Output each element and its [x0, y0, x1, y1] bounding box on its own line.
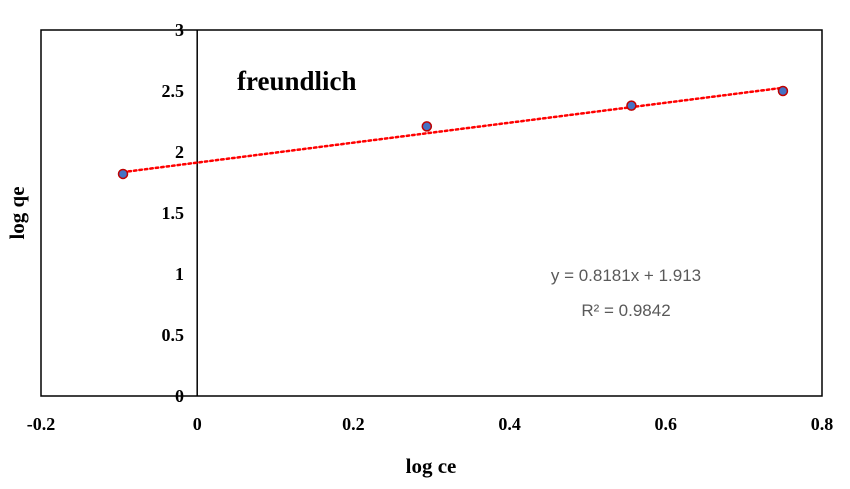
data-point — [117, 168, 129, 180]
x-tick-labels: -0.2 0 0.2 0.4 0.6 0.8 — [27, 414, 834, 434]
x-tick-label: 0 — [193, 414, 202, 434]
x-tick-label: 0.6 — [655, 414, 678, 434]
plot-area-frame — [40, 29, 823, 397]
y-tick-label: 3 — [175, 20, 184, 40]
x-tick-label: 0.2 — [342, 414, 365, 434]
y-tick-labels: 0 0.5 1 1.5 2 2.5 3 — [162, 20, 185, 406]
trendline-equation: y = 0.8181x + 1.913 — [551, 266, 701, 285]
y-tick-label: 1 — [175, 264, 184, 284]
x-axis-title: log ce — [406, 454, 457, 478]
data-points — [117, 85, 789, 180]
y-tick-label: 0.5 — [162, 325, 185, 345]
trendline-r-squared: R² = 0.9842 — [581, 301, 670, 320]
y-tick-label: 0 — [175, 386, 184, 406]
y-tick-label: 1.5 — [162, 203, 185, 223]
data-point — [421, 121, 433, 132]
y-tick-label: 2 — [175, 142, 184, 162]
data-point — [777, 85, 789, 97]
linear-trendline — [121, 86, 785, 174]
trendline-group — [121, 86, 785, 174]
x-tick-label: 0.4 — [498, 414, 521, 434]
y-tick-label: 2.5 — [162, 81, 185, 101]
x-tick-label: -0.2 — [27, 414, 56, 434]
y-axis-title: log qe — [5, 186, 29, 239]
x-tick-label: 0.8 — [811, 414, 834, 434]
chart-title: freundlich — [237, 66, 357, 96]
data-point — [626, 100, 637, 111]
